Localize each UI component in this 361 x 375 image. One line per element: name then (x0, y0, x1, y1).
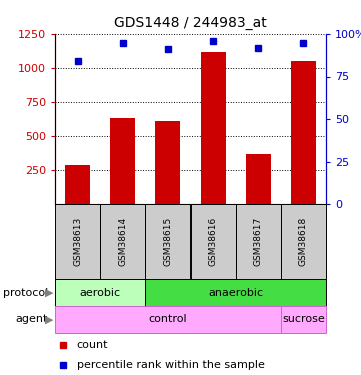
Text: agent: agent (16, 315, 48, 324)
Bar (156, 121, 180, 204)
Text: control: control (149, 315, 187, 324)
Bar (100, 204, 145, 279)
Bar (281, 204, 326, 279)
Bar (291, 60, 316, 204)
Bar (55, 279, 145, 306)
Bar (55, 204, 100, 279)
Text: GSM38616: GSM38616 (209, 217, 218, 266)
Bar (65, 165, 90, 204)
Title: GDS1448 / 244983_at: GDS1448 / 244983_at (114, 16, 267, 30)
Bar (110, 118, 135, 204)
Text: aerobic: aerobic (80, 288, 121, 297)
Bar (145, 279, 326, 306)
Bar (246, 154, 271, 204)
Text: GSM38614: GSM38614 (118, 217, 127, 266)
Bar (145, 204, 191, 279)
Text: count: count (77, 340, 108, 350)
Text: ▶: ▶ (45, 315, 53, 324)
Text: percentile rank within the sample: percentile rank within the sample (77, 360, 265, 369)
Text: anaerobic: anaerobic (208, 288, 263, 297)
Text: sucrose: sucrose (282, 315, 325, 324)
Text: GSM38613: GSM38613 (73, 217, 82, 266)
Text: protocol: protocol (3, 288, 48, 297)
Text: GSM38617: GSM38617 (254, 217, 263, 266)
Bar (201, 52, 226, 204)
Bar (191, 204, 236, 279)
Bar (55, 306, 281, 333)
Text: GSM38618: GSM38618 (299, 217, 308, 266)
Text: ▶: ▶ (45, 288, 53, 297)
Bar (281, 306, 326, 333)
Bar (236, 204, 281, 279)
Text: GSM38615: GSM38615 (164, 217, 173, 266)
